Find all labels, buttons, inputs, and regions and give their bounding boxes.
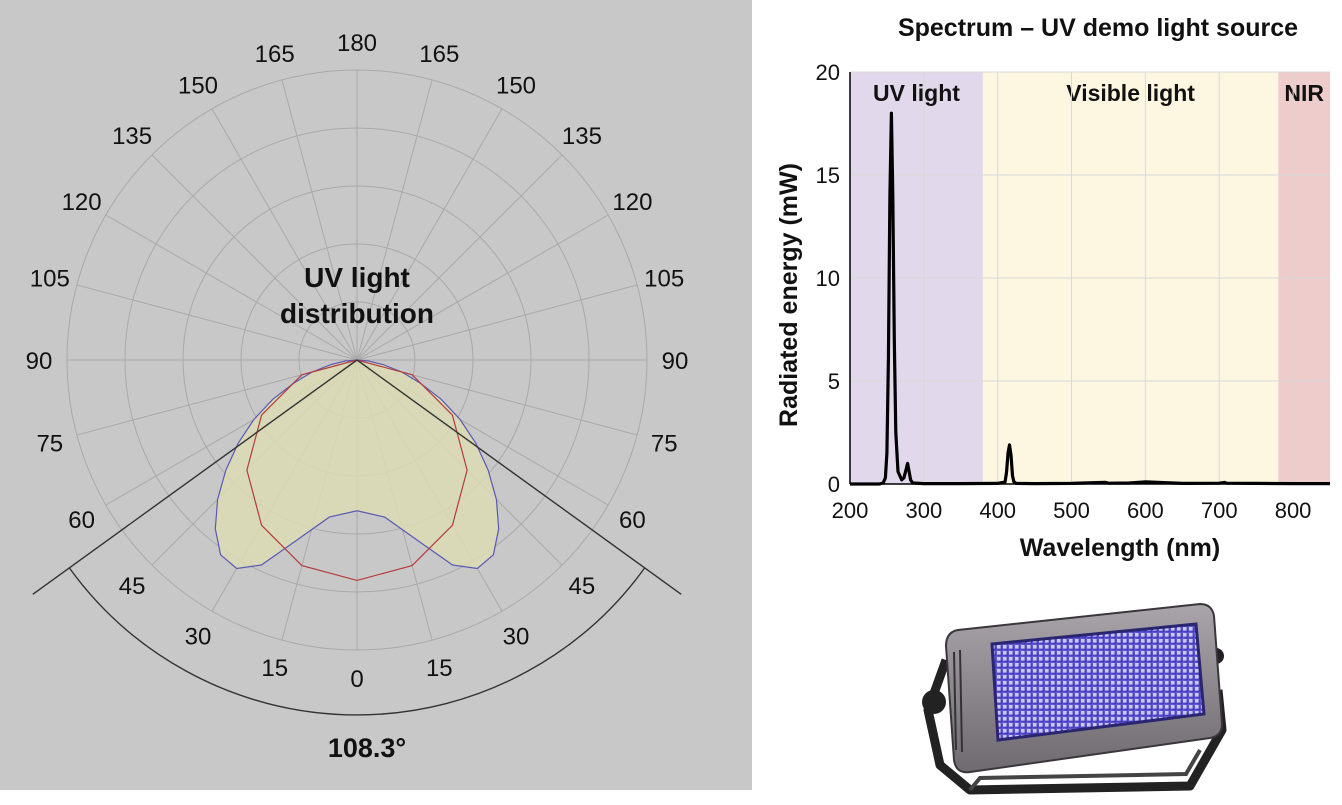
spectrum-x-tick: 700 <box>1201 498 1238 523</box>
distribution-curve-red <box>246 359 468 582</box>
polar-title-line2: distribution <box>280 298 434 329</box>
uv-fixture-image <box>900 590 1240 800</box>
polar-title-line1: UV light <box>304 262 410 293</box>
spectrum-band-label: Visible light <box>1066 80 1195 106</box>
beam-angle-line <box>32 359 358 595</box>
polar-angle-label: 180 <box>337 30 377 57</box>
polar-angle-label: 120 <box>62 189 102 216</box>
polar-angle-label: 165 <box>255 41 295 68</box>
polar-angle-label: 150 <box>496 73 536 100</box>
spectrum-x-tick: 600 <box>1127 498 1164 523</box>
polar-angle-label: 120 <box>612 189 652 216</box>
beam-angle-label: 108.3° <box>328 733 406 763</box>
spectrum-x-tick: 300 <box>905 498 942 523</box>
spectrum-panel: UV light Visible light NIR 200 300 400 500 600… <box>760 0 1342 570</box>
polar-spoke <box>281 79 358 361</box>
polar-angle-label: 15 <box>261 655 288 682</box>
spectrum-series <box>850 111 1330 486</box>
polar-spoke <box>105 214 358 361</box>
fixture-led-panel <box>990 622 1206 742</box>
spectrum-y-tick: 0 <box>828 472 840 497</box>
polar-angle-label: 30 <box>185 623 212 650</box>
fixture-knob <box>922 690 946 714</box>
polar-angle-label: 105 <box>644 266 684 293</box>
spectrum-y-tick: 5 <box>828 369 840 394</box>
spectrum-line <box>850 111 1330 486</box>
polar-angle-label: 135 <box>112 123 152 150</box>
spectrum-band-label: UV light <box>873 80 960 106</box>
polar-chart: 0 15 30 45 60 75 90 105 120 135 150 165 180 15 30 45 60 7… <box>0 0 752 790</box>
polar-spoke <box>356 108 503 361</box>
polar-angle-label: 135 <box>562 123 602 150</box>
spectrum-y-tick: 10 <box>816 266 840 291</box>
polar-spoke <box>356 154 563 361</box>
spectrum-x-tick: 800 <box>1275 498 1312 523</box>
spectrum-xlabel: Wavelength (nm) <box>1020 534 1220 562</box>
polar-spoke <box>76 284 358 361</box>
polar-angle-label: 45 <box>569 573 596 600</box>
polar-spoke <box>211 108 358 361</box>
beam-angle-arc <box>68 567 646 716</box>
uv-fixture-illustration <box>922 602 1227 795</box>
polar-angle-label: 60 <box>68 507 95 534</box>
spectrum-ticks: 200 300 400 500 600 700 800 0 5 10 15 20 <box>816 60 1312 523</box>
polar-angle-label: 30 <box>503 623 530 650</box>
polar-angle-label: 75 <box>651 430 678 457</box>
polar-angle-labels: 0 15 30 45 60 75 90 105 120 135 150 165 180 15 30 45 60 7… <box>26 30 689 693</box>
spectrum-title: Spectrum – UV demo light source <box>898 14 1298 42</box>
polar-angle-label: 150 <box>178 73 218 100</box>
spectrum-y-tick: 15 <box>816 163 840 188</box>
polar-spoke <box>151 154 358 361</box>
polar-angle-label: 45 <box>119 573 146 600</box>
polar-spoke <box>356 214 609 361</box>
spectrum-x-tick: 500 <box>1053 498 1090 523</box>
beam-angle-line <box>356 359 682 595</box>
spectrum-band-label: NIR <box>1284 80 1324 106</box>
spectrum-ylabel: Radiated energy (mW) <box>775 163 803 427</box>
spectrum-chart: UV light Visible light NIR 200 300 400 500 600… <box>775 14 1330 562</box>
polar-angle-label: 0 <box>350 666 363 693</box>
spectrum-x-tick: 200 <box>832 498 869 523</box>
polar-spoke <box>356 79 433 361</box>
polar-angle-label: 75 <box>36 430 63 457</box>
polar-angle-label: 90 <box>26 348 53 375</box>
distribution-curve-blue <box>214 359 500 570</box>
polar-angle-label: 60 <box>619 507 646 534</box>
fixture-vents <box>953 649 963 753</box>
polar-angle-label: 105 <box>30 266 70 293</box>
fixture-bracket-inner <box>968 748 1202 792</box>
polar-angle-label: 165 <box>419 41 459 68</box>
spectrum-x-tick: 400 <box>979 498 1016 523</box>
polar-spoke <box>356 284 638 361</box>
polar-panel: 0 15 30 45 60 75 90 105 120 135 150 165 180 15 30 45 60 7… <box>0 0 752 790</box>
polar-angle-label: 90 <box>662 348 689 375</box>
polar-curves <box>32 359 682 716</box>
polar-angle-label: 15 <box>426 655 453 682</box>
spectrum-y-tick: 20 <box>816 60 840 85</box>
